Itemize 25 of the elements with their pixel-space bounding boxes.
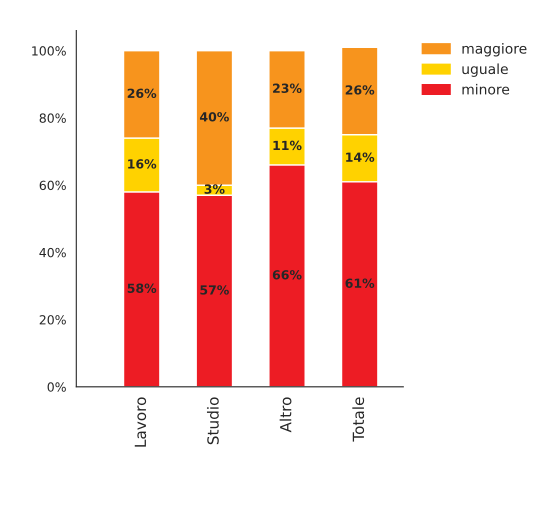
data-label: 61% [346,278,374,288]
legend-label: minore [462,84,510,95]
data-label: 3% [204,184,225,194]
y-tick-label: 0% [48,382,66,392]
y-tick-label: 80% [40,113,66,123]
legend-label: uguale [462,63,508,77]
x-tick-label: Lavoro [134,397,146,447]
data-label: 14% [346,152,374,162]
data-label: 40% [200,112,229,122]
y-tick-label: 60% [40,180,66,190]
y-tick-label: 40% [39,248,66,258]
data-label: 16% [128,159,156,169]
data-label: 11% [273,140,302,150]
data-label: 26% [128,88,156,98]
legend-label: maggiore [462,43,526,56]
data-label: 26% [346,85,374,95]
x-tick-label: Altro [280,397,292,432]
data-label: 23% [273,84,302,93]
data-label: 66% [272,270,302,280]
x-tick-label: Totale [352,397,364,442]
y-tick-label: 20% [40,315,66,325]
data-label: 57% [200,285,229,295]
data-label: 58% [128,284,156,293]
x-tick-label: Studio [206,397,219,444]
y-tick-label: 100% [32,46,66,56]
